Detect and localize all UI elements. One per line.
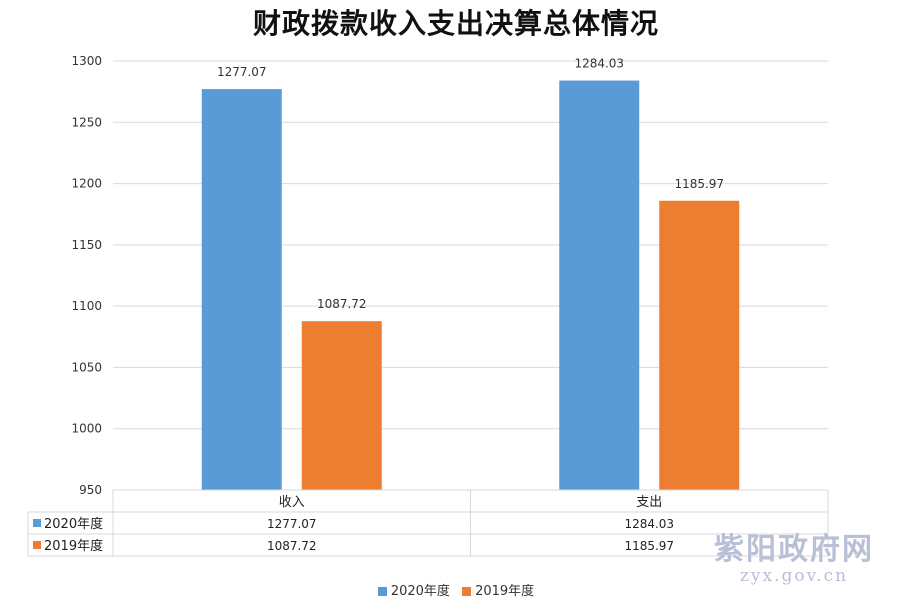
data-label-2019年度-支出: 1185.97	[674, 177, 724, 191]
y-tick-label-1100: 1100	[71, 299, 102, 313]
bar-2019年度-收入	[301, 321, 382, 490]
y-tick-label-1250: 1250	[71, 115, 102, 129]
y-tick-label-950: 950	[79, 483, 102, 497]
y-tick-label-1300: 1300	[71, 54, 102, 68]
table-series-label-2020年度: 2020年度	[44, 516, 103, 532]
watermark: 紫阳政府网 zyx.gov.cn	[714, 524, 874, 586]
legend-item-2020: 2020年度	[377, 580, 450, 599]
legend-item-2019: 2019年度	[462, 580, 534, 599]
legend-label-2020: 2020年度	[390, 584, 450, 599]
y-tick-label-1000: 1000	[71, 422, 102, 436]
legend: 2020年度 2019年度	[0, 580, 912, 599]
chart-title: 财政拨款收入支出决算总体情况	[252, 7, 659, 40]
table-cell-2019年度-支出: 1185.97	[624, 539, 674, 553]
table-swatch-2019年度	[33, 541, 41, 549]
data-label-2020年度-收入: 1277.07	[217, 65, 267, 79]
x-category-label-支出: 支出	[636, 495, 662, 510]
legend-swatch-2019	[462, 587, 472, 596]
watermark-title: 紫阳政府网	[714, 532, 874, 567]
data-label-2019年度-收入: 1087.72	[317, 297, 367, 311]
data-label-2020年度-支出: 1284.03	[574, 57, 624, 71]
bar-2019年度-支出	[659, 200, 740, 491]
table-series-label-2019年度: 2019年度	[44, 538, 103, 554]
table-cell-2019年度-收入: 1087.72	[267, 539, 317, 553]
watermark-url: zyx.gov.cn	[739, 566, 849, 586]
table-cell-2020年度-支出: 1284.03	[624, 517, 674, 531]
y-tick-label-1200: 1200	[71, 177, 102, 191]
y-tick-label-1050: 1050	[71, 360, 102, 374]
legend-label-2019: 2019年度	[475, 584, 535, 599]
table-cell-2020年度-收入: 1277.07	[267, 517, 317, 531]
legend-swatch-2020	[377, 587, 387, 596]
table-swatch-2020年度	[33, 519, 41, 527]
x-category-label-收入: 收入	[279, 495, 305, 510]
bar-2020年度-收入	[201, 89, 282, 491]
y-tick-label-1150: 1150	[71, 238, 102, 252]
bar-2020年度-支出	[559, 80, 640, 491]
